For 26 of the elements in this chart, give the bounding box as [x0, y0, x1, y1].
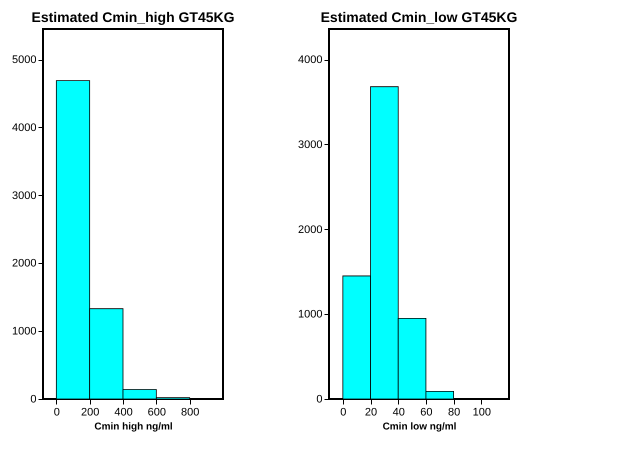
y-tick-label: 1000	[12, 326, 36, 338]
y-tick-label: 4000	[12, 122, 36, 134]
y-tick-label: 1000	[298, 308, 322, 321]
y-tick-label: 5000	[12, 54, 36, 66]
x-tick-label: 0	[340, 406, 346, 418]
y-tick-label: 0	[316, 394, 322, 406]
x-tick-label: 0	[54, 406, 60, 418]
x-axis-title: Cmin high ng/ml	[94, 422, 173, 432]
x-tick-label: 400	[114, 406, 133, 418]
x-tick-label: 20	[364, 406, 378, 418]
x-axis-title: Cmin low ng/ml	[382, 422, 457, 432]
y-tick-label: 4000	[298, 54, 322, 66]
y-tick-label: 2000	[12, 258, 36, 270]
y-tick-label: 2000	[298, 224, 322, 236]
y-tick-label: 3000	[12, 190, 36, 202]
x-tick-label: 40	[392, 406, 405, 418]
x-tick-label: 200	[80, 406, 100, 418]
x-tick-label: 600	[148, 406, 166, 418]
chart-title: Estimated Cmin_low GT45KG	[320, 9, 518, 25]
x-tick-label: 100	[472, 406, 491, 418]
x-tick-label: 800	[180, 406, 200, 418]
chart-title: Estimated Cmin_high GT45KG	[31, 9, 235, 25]
y-tick-label: 3000	[298, 138, 322, 151]
y-tick-label: 0	[30, 394, 36, 406]
x-tick-label: 80	[448, 406, 460, 418]
x-tick-label: 60	[420, 406, 433, 418]
